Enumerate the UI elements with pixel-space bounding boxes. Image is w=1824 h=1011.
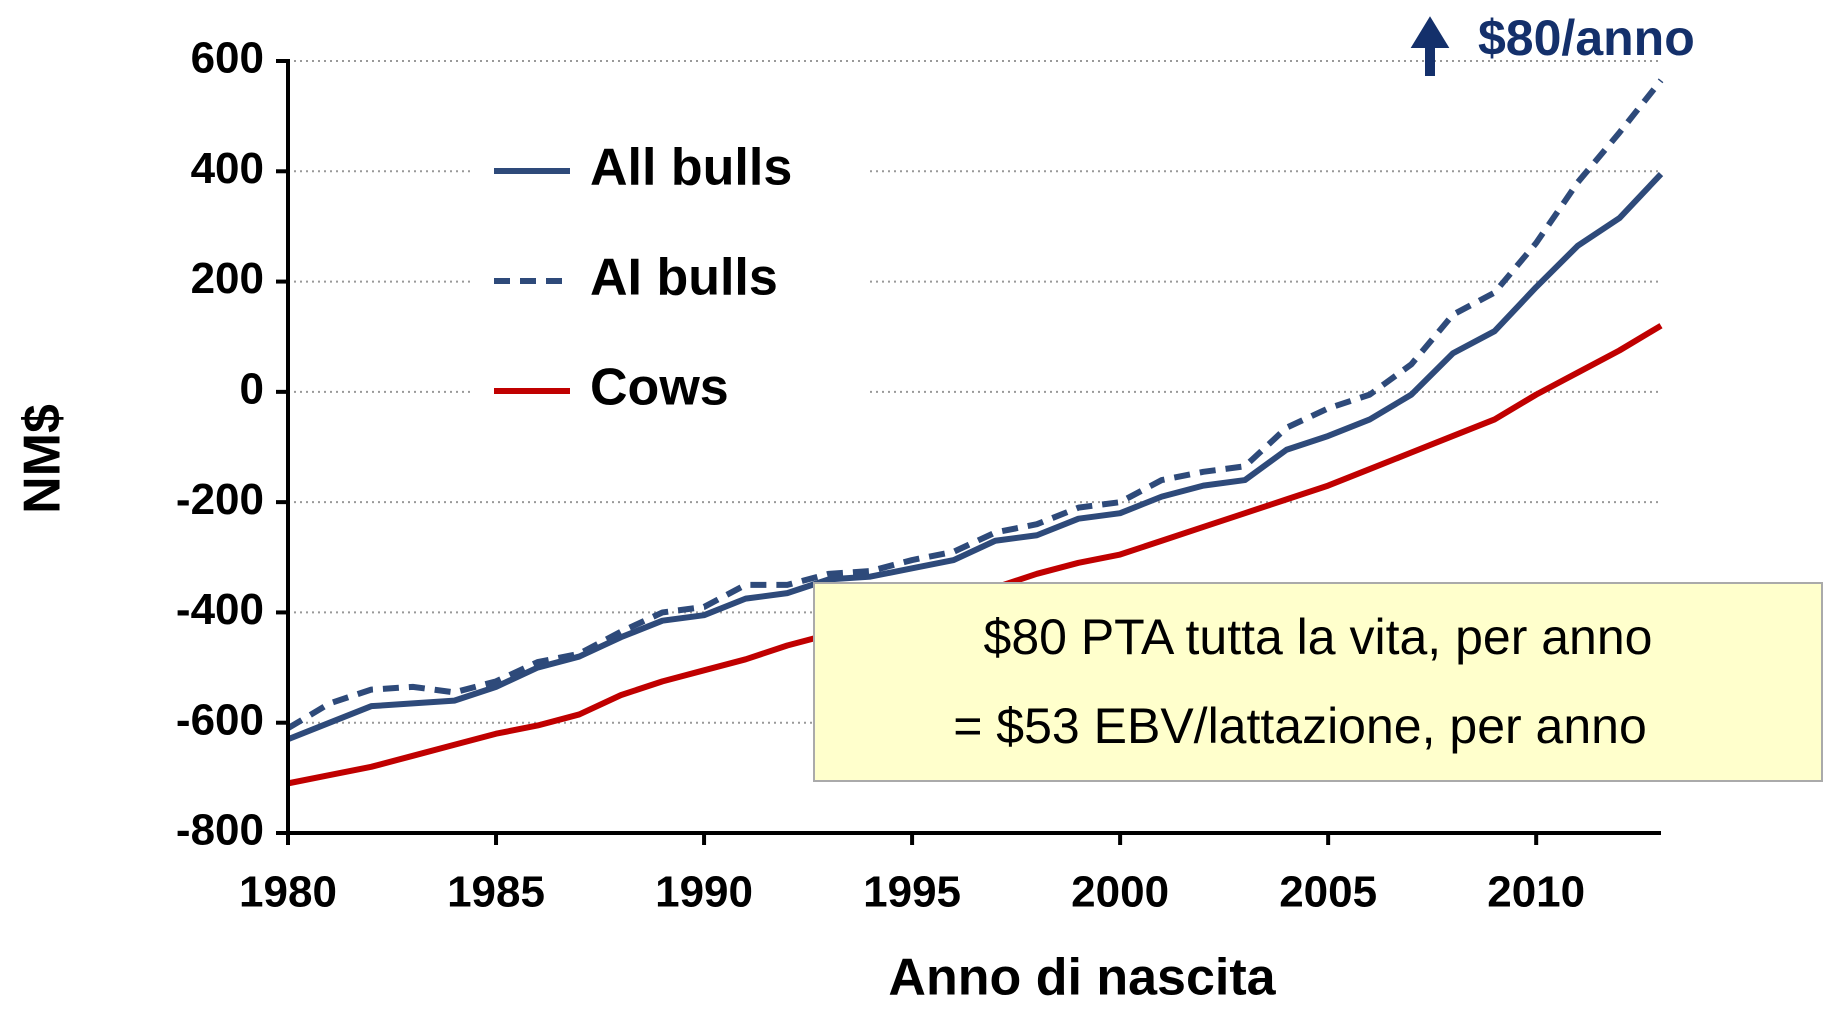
x-tick-label: 2010	[1487, 868, 1585, 917]
x-tick-label: 1995	[863, 868, 961, 917]
series-line	[286, 171, 1664, 743]
note-line: $80 PTA tutta la vita, per anno	[984, 609, 1653, 665]
y-tick-label: 400	[191, 144, 264, 193]
x-axis-label: Anno di nascita	[888, 949, 1276, 1007]
y-tick-label: 0	[240, 364, 264, 413]
y-tick-label: -200	[176, 475, 264, 524]
series-line	[286, 78, 1664, 731]
y-tick-label: 200	[191, 254, 264, 303]
up-arrow	[1410, 16, 1450, 76]
x-tick-label: 2005	[1279, 868, 1377, 917]
y-tick-label: -800	[176, 806, 264, 855]
y-tick-label: -600	[176, 695, 264, 744]
legend-label: AI bulls	[590, 249, 778, 307]
x-tick-label: 1985	[447, 868, 545, 917]
annotation: $80/anno	[1478, 10, 1695, 66]
note-line: = $53 EBV/lattazione, per anno	[953, 698, 1647, 754]
x-tick-label: 2000	[1071, 868, 1169, 917]
x-tick-label: 1980	[239, 868, 337, 917]
legend-label: All bulls	[590, 139, 792, 197]
legend-label: Cows	[590, 359, 729, 417]
note-box	[813, 582, 1823, 782]
y-tick-label: -400	[176, 585, 264, 634]
legend-background	[470, 130, 870, 430]
y-axis-label: NM$	[14, 404, 72, 514]
y-tick-label: 600	[191, 34, 264, 83]
x-tick-label: 1990	[655, 868, 753, 917]
